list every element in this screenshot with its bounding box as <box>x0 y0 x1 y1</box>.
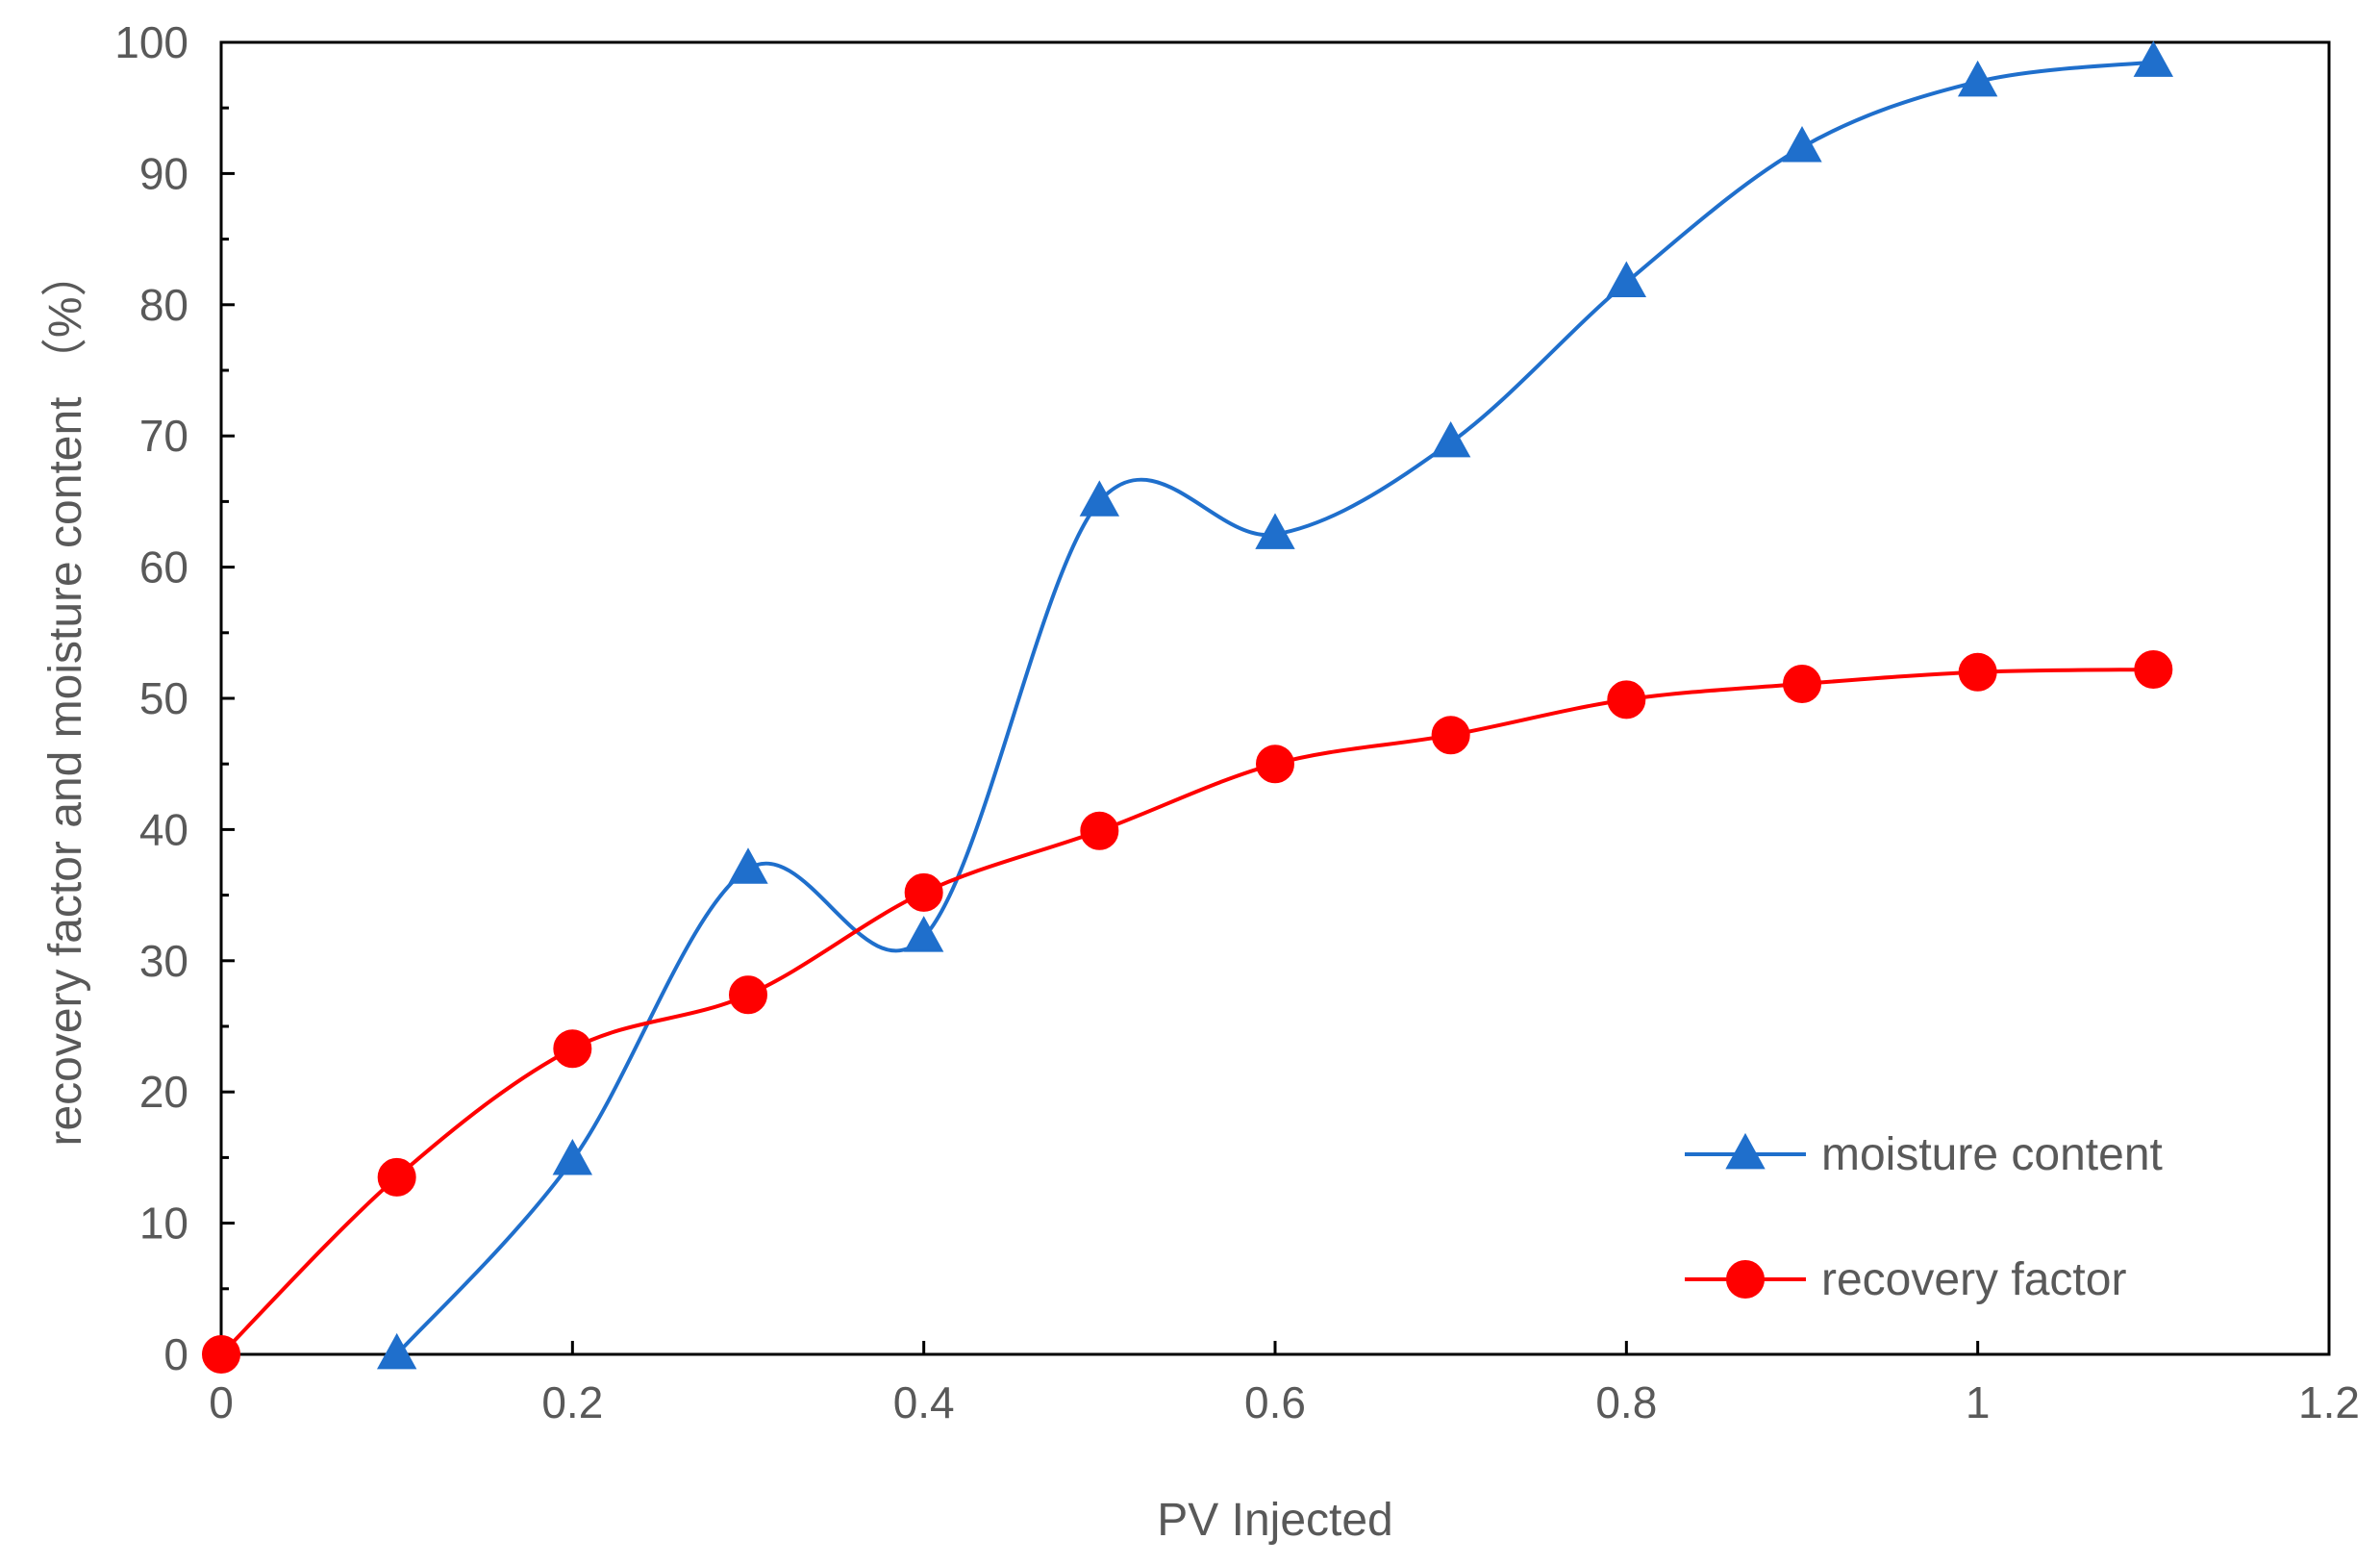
data-point-triangle <box>903 916 944 952</box>
data-point-triangle <box>376 1332 417 1370</box>
y-tick-label: 100 <box>114 17 188 67</box>
legend-marker <box>1726 1260 1765 1299</box>
data-point-triangle <box>552 1139 593 1175</box>
legend: moisture content recovery factor <box>1685 1129 2163 1305</box>
data-point-circle <box>1080 811 1119 850</box>
series-recovery-factor <box>202 649 2173 1374</box>
data-point-triangle <box>1606 261 1647 298</box>
y-tick-label: 20 <box>139 1067 188 1117</box>
x-tick-label: 0.2 <box>541 1377 603 1427</box>
data-point-triangle <box>1255 513 1295 549</box>
data-point-circle <box>1783 664 1821 703</box>
y-tick-label: 40 <box>139 804 188 854</box>
data-point-circle <box>553 1029 592 1069</box>
y-tick-label: 30 <box>139 936 188 986</box>
data-point-circle <box>729 975 767 1015</box>
y-axis-title: recovery factor and moisture content （%） <box>40 250 91 1146</box>
data-point-circle <box>1607 680 1646 719</box>
x-tick-label: 0.4 <box>893 1377 955 1427</box>
y-tick-label: 10 <box>139 1199 188 1249</box>
y-tick-label: 50 <box>139 673 188 723</box>
data-point-circle <box>1256 745 1294 784</box>
x-tick-label: 0.6 <box>1244 1377 1306 1427</box>
data-point-circle <box>1431 716 1470 755</box>
data-point-triangle <box>1782 126 1822 163</box>
series-moisture-content <box>376 40 2174 1370</box>
data-point-circle <box>2134 649 2173 689</box>
axes: 0 10 20 30 40 50 60 70 80 90 100 0 0.2 0.4 0.6 0.8 1 1.2 <box>114 17 2360 1427</box>
data-point-triangle <box>1079 480 1120 517</box>
x-axis-title: PV Injected <box>1157 1495 1392 1546</box>
x-tick-label: 1 <box>1966 1377 1991 1427</box>
series-layer <box>202 40 2174 1374</box>
data-point-triangle <box>1430 420 1471 458</box>
data-point-circle <box>377 1157 416 1197</box>
y-tick-label: 60 <box>139 543 188 593</box>
x-tick-label: 1.2 <box>2298 1377 2360 1427</box>
legend-marker <box>1725 1132 1766 1170</box>
y-tick-label: 90 <box>139 148 188 198</box>
legend-item: recovery factor <box>1685 1254 2126 1305</box>
x-tick-label: 0.8 <box>1595 1377 1657 1427</box>
y-tick-label: 0 <box>163 1329 188 1379</box>
legend-label: moisture content <box>1821 1129 2163 1180</box>
data-point-triangle <box>2133 40 2174 77</box>
legend-label: recovery factor <box>1821 1254 2126 1305</box>
data-point-triangle <box>1957 60 1998 97</box>
legend-item: moisture content <box>1685 1129 2163 1180</box>
data-point-circle <box>1958 652 1997 692</box>
x-tick-label: 0 <box>209 1377 234 1427</box>
data-point-triangle <box>728 847 768 884</box>
data-point-circle <box>904 872 943 912</box>
data-point-circle <box>202 1335 240 1374</box>
y-tick-label: 80 <box>139 280 188 330</box>
y-tick-label: 70 <box>139 411 188 461</box>
